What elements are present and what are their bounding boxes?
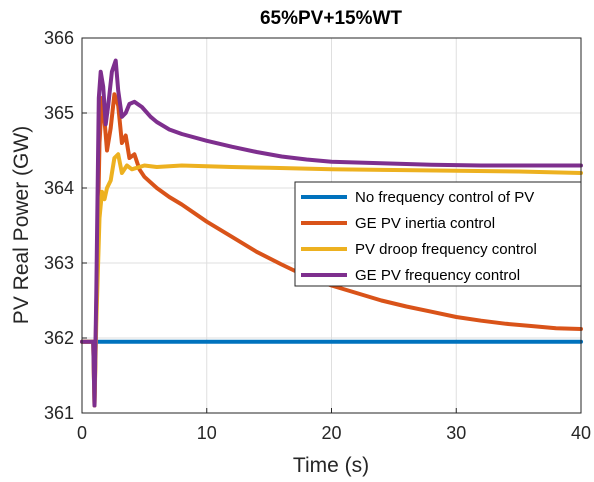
x-axis-ticks: 0 10 20 30 40 xyxy=(77,408,591,443)
x-tick-label: 20 xyxy=(321,423,341,443)
y-tick-label: 361 xyxy=(44,403,74,423)
y-tick-label: 366 xyxy=(44,28,74,48)
x-tick-label: 10 xyxy=(197,423,217,443)
y-axis-label: PV Real Power (GW) xyxy=(10,126,33,324)
x-tick-label: 40 xyxy=(571,423,591,443)
legend-label-4: GE PV frequency control xyxy=(355,267,520,284)
y-tick-label: 363 xyxy=(44,253,74,273)
series-layer xyxy=(80,58,583,408)
y-tick-label: 365 xyxy=(44,103,74,123)
chart-title: 65%PV+15%WT xyxy=(260,8,402,29)
y-tick-label: 362 xyxy=(44,328,74,348)
legend-label-3: PV droop frequency control xyxy=(355,241,537,258)
legend-label-1: No frequency control of PV xyxy=(355,189,534,206)
y-tick-label: 364 xyxy=(44,178,74,198)
x-axis-label: Time (s) xyxy=(293,454,369,477)
legend-label-2: GE PV inertia control xyxy=(355,215,495,232)
x-tick-label: 30 xyxy=(446,423,466,443)
series-line-3 xyxy=(80,152,583,408)
legend: No frequency control of PV GE PV inertia … xyxy=(294,181,582,287)
legend-box xyxy=(294,181,582,287)
y-axis-ticks: 361 362 363 364 365 366 xyxy=(44,28,87,423)
x-tick-label: 0 xyxy=(77,423,87,443)
series-line-4 xyxy=(80,58,583,408)
